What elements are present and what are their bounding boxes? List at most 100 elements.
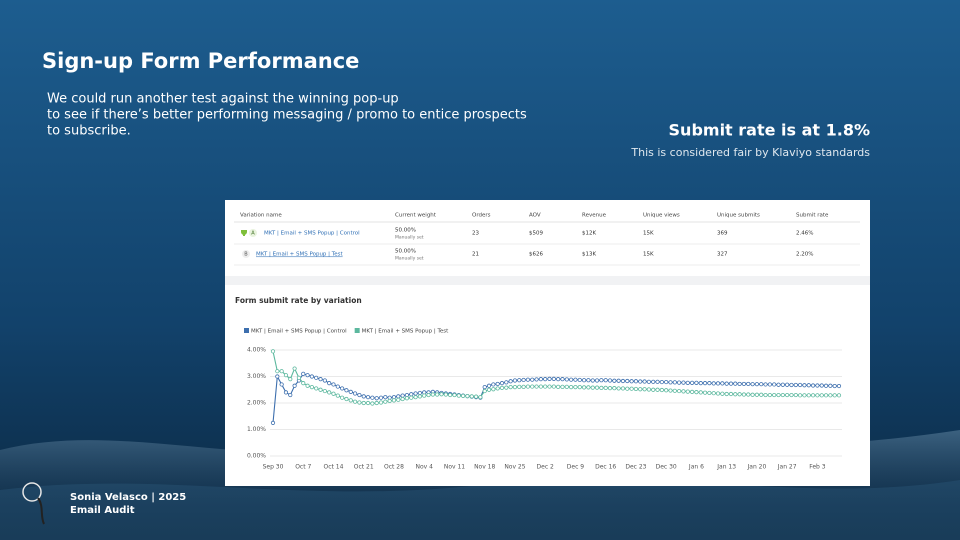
data-point xyxy=(629,379,634,384)
y-tick-label: 0.00% xyxy=(247,453,266,460)
data-point xyxy=(491,382,496,387)
data-point xyxy=(702,390,708,395)
data-point xyxy=(344,388,349,393)
data-point xyxy=(819,393,824,398)
data-point xyxy=(439,392,444,397)
table-cell: 15K xyxy=(643,231,654,237)
data-point xyxy=(564,377,569,382)
variation-name[interactable]: MKT | Email + SMS Popup | Control xyxy=(264,231,360,237)
data-point xyxy=(776,382,781,387)
data-point xyxy=(793,392,798,398)
slide-title: Sign-up Form Performance xyxy=(42,49,359,73)
data-point xyxy=(646,379,651,384)
data-point xyxy=(404,396,410,401)
footer-subtitle: Email Audit xyxy=(70,505,135,516)
data-point xyxy=(318,377,323,382)
data-point xyxy=(491,387,496,392)
chart-title: Form submit rate by variation xyxy=(235,296,362,305)
data-point xyxy=(715,381,721,386)
data-point xyxy=(737,392,742,397)
data-point xyxy=(789,392,794,398)
data-point xyxy=(616,386,621,391)
data-point xyxy=(677,388,682,394)
table-cell: 369 xyxy=(717,231,728,237)
table-header: Unique views xyxy=(643,213,680,219)
data-point xyxy=(296,375,302,380)
data-point xyxy=(785,392,790,398)
data-point xyxy=(469,394,474,399)
data-point xyxy=(482,388,487,394)
data-point xyxy=(473,394,479,399)
data-point xyxy=(569,384,574,390)
x-tick-label: Nov 18 xyxy=(474,464,495,471)
data-point xyxy=(370,401,375,406)
data-point xyxy=(724,391,729,397)
data-point xyxy=(651,387,656,392)
data-point xyxy=(378,400,384,405)
screenshot-panel xyxy=(225,200,870,486)
table-cell: 21 xyxy=(472,252,479,258)
table-cell: 2.20% xyxy=(796,252,813,258)
data-point xyxy=(409,392,414,397)
data-point xyxy=(543,377,548,382)
table-cell: $12K xyxy=(582,231,596,237)
data-point xyxy=(672,388,677,393)
table-cell: $626 xyxy=(529,252,543,258)
logo xyxy=(22,482,42,502)
data-point xyxy=(435,392,440,397)
data-point xyxy=(815,383,820,388)
data-point xyxy=(564,384,569,389)
data-point xyxy=(340,395,345,400)
data-point xyxy=(499,385,505,390)
data-point xyxy=(486,387,492,392)
data-point xyxy=(659,379,664,385)
table-header: Unique submits xyxy=(717,213,760,219)
table-header: Orders xyxy=(472,213,491,219)
data-point xyxy=(512,384,518,390)
x-tick-label: Sep 30 xyxy=(263,464,284,471)
weight: 50.00% xyxy=(395,228,416,234)
legend-swatch xyxy=(354,328,360,333)
data-point xyxy=(759,382,764,387)
data-point xyxy=(301,371,306,376)
data-point xyxy=(327,381,332,386)
data-point xyxy=(638,379,643,384)
data-point xyxy=(556,384,561,389)
data-point xyxy=(357,400,362,405)
data-point xyxy=(681,389,686,394)
data-point xyxy=(551,376,556,381)
trophy-icon xyxy=(241,230,247,236)
variation-name[interactable]: MKT | Email + SMS Popup | Test xyxy=(256,252,343,258)
data-point xyxy=(400,396,405,402)
data-point xyxy=(504,380,509,385)
weight-note: Manually set xyxy=(395,235,424,241)
data-point xyxy=(525,384,531,389)
data-point xyxy=(348,398,353,403)
data-point xyxy=(724,381,729,386)
data-point xyxy=(275,374,280,379)
data-point xyxy=(776,392,781,398)
data-point xyxy=(556,377,561,382)
table-header: Revenue xyxy=(582,213,607,219)
data-point xyxy=(607,386,613,391)
data-point xyxy=(374,400,379,406)
data-point xyxy=(530,377,535,382)
data-point xyxy=(728,381,734,386)
data-point xyxy=(495,386,500,391)
data-point xyxy=(612,378,617,383)
data-point xyxy=(819,383,824,388)
x-tick-label: Dec 2 xyxy=(537,464,555,471)
data-point xyxy=(759,392,764,397)
data-point xyxy=(508,384,513,390)
data-point xyxy=(417,390,423,396)
data-point xyxy=(590,378,595,383)
data-point xyxy=(383,399,388,404)
data-point xyxy=(573,377,578,382)
legend-label: MKT | Email + SMS Popup | Control xyxy=(251,329,347,335)
badge xyxy=(249,229,257,237)
data-point xyxy=(292,383,297,388)
data-point xyxy=(767,392,772,398)
data-point xyxy=(560,384,565,389)
data-point xyxy=(577,377,582,383)
